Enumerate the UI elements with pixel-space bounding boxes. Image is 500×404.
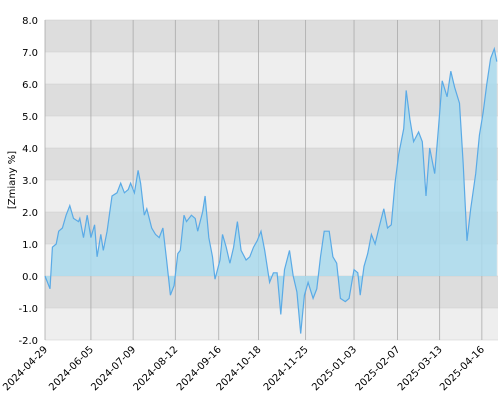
grid-band — [45, 276, 498, 308]
y-tick-label: -1.0 — [18, 304, 38, 315]
x-tick-label: 2025-04-16 — [438, 344, 487, 393]
y-tick-label: 8.0 — [22, 16, 38, 27]
area-fill — [45, 48, 497, 334]
x-tick-label: 2024-11-25 — [262, 344, 311, 393]
grid-band — [45, 84, 498, 116]
y-tick-label: 5.0 — [22, 112, 38, 123]
y-axis-label: [Zmiany %] — [7, 151, 18, 209]
y-tick-label: 2.0 — [22, 208, 38, 219]
y-tick-label: 6.0 — [22, 80, 38, 91]
x-tick-label: 2025-01-03 — [310, 344, 359, 393]
y-tick-label: 4.0 — [22, 144, 38, 155]
grid-band — [45, 52, 498, 84]
y-tick-label: 7.0 — [22, 48, 38, 59]
y-tick-label: 0.0 — [22, 272, 38, 283]
grid-band — [45, 308, 498, 340]
grid-band — [45, 116, 498, 148]
x-tick-label: 2024-04-29 — [1, 344, 50, 393]
x-tick-label: 2024-08-12 — [132, 344, 181, 393]
y-tick-label: 3.0 — [22, 176, 38, 187]
y-tick-label: 1.0 — [22, 240, 38, 251]
y-tick-label: -2.0 — [18, 336, 38, 347]
grid-band — [45, 20, 498, 52]
line — [44, 46, 498, 334]
